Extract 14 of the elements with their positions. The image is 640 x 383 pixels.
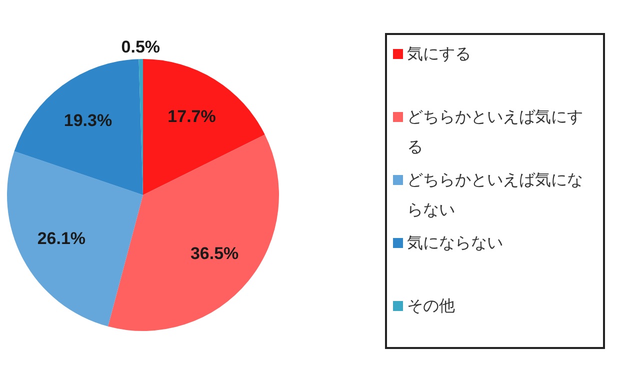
legend-label: 気にならない xyxy=(407,232,504,254)
pie-slice xyxy=(108,134,279,331)
data-label: 26.1% xyxy=(37,229,86,248)
legend-label: どちらかといえば気にする xyxy=(407,106,584,158)
pie-slice xyxy=(7,151,143,326)
pie-slice xyxy=(143,59,265,195)
data-label: 0.5% xyxy=(121,38,160,57)
data-label: 36.5% xyxy=(190,244,239,264)
data-label: 19.3% xyxy=(64,111,112,130)
data-label: 17.7% xyxy=(168,106,216,126)
legend-label: どちらかといえば気にならない xyxy=(407,169,584,221)
pie-slice xyxy=(14,59,143,195)
legend-label: 気にする xyxy=(407,43,472,65)
legend-label: その他 xyxy=(407,295,456,317)
